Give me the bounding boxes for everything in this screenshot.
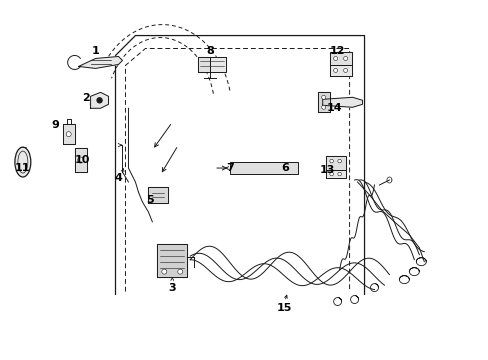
Polygon shape — [325, 170, 345, 178]
Polygon shape — [157, 244, 187, 276]
Circle shape — [66, 132, 71, 137]
Polygon shape — [329, 53, 351, 66]
Circle shape — [337, 159, 341, 163]
Text: 2: 2 — [81, 93, 89, 103]
Text: 13: 13 — [319, 165, 335, 175]
Circle shape — [78, 157, 83, 163]
Polygon shape — [210, 58, 225, 72]
Text: 5: 5 — [146, 195, 154, 205]
Polygon shape — [322, 97, 362, 107]
Polygon shape — [90, 92, 108, 108]
Circle shape — [343, 57, 347, 60]
Polygon shape — [329, 66, 351, 76]
Circle shape — [333, 57, 337, 60]
Polygon shape — [79, 57, 122, 68]
Text: 8: 8 — [206, 45, 214, 55]
Text: 9: 9 — [52, 120, 60, 130]
Text: 7: 7 — [226, 163, 233, 173]
Polygon shape — [317, 92, 329, 112]
Circle shape — [343, 68, 347, 72]
Text: 3: 3 — [168, 283, 176, 293]
Text: 4: 4 — [114, 173, 122, 183]
Polygon shape — [325, 156, 345, 170]
Text: 6: 6 — [280, 163, 288, 173]
Circle shape — [329, 172, 333, 176]
FancyBboxPatch shape — [229, 162, 297, 174]
Text: 1: 1 — [92, 45, 99, 55]
Text: 14: 14 — [326, 103, 342, 113]
Circle shape — [329, 159, 333, 163]
Ellipse shape — [15, 147, 31, 177]
Polygon shape — [198, 58, 210, 72]
Circle shape — [178, 269, 183, 274]
Circle shape — [337, 172, 341, 176]
Text: 15: 15 — [277, 302, 292, 312]
Circle shape — [321, 105, 325, 109]
Circle shape — [162, 269, 166, 274]
Circle shape — [333, 68, 337, 72]
Circle shape — [97, 98, 102, 103]
Text: 12: 12 — [329, 45, 345, 55]
Polygon shape — [148, 187, 168, 203]
Polygon shape — [75, 148, 86, 172]
Text: 11: 11 — [15, 163, 31, 173]
Circle shape — [321, 95, 325, 99]
Polygon shape — [62, 124, 75, 144]
Text: 10: 10 — [75, 155, 90, 165]
